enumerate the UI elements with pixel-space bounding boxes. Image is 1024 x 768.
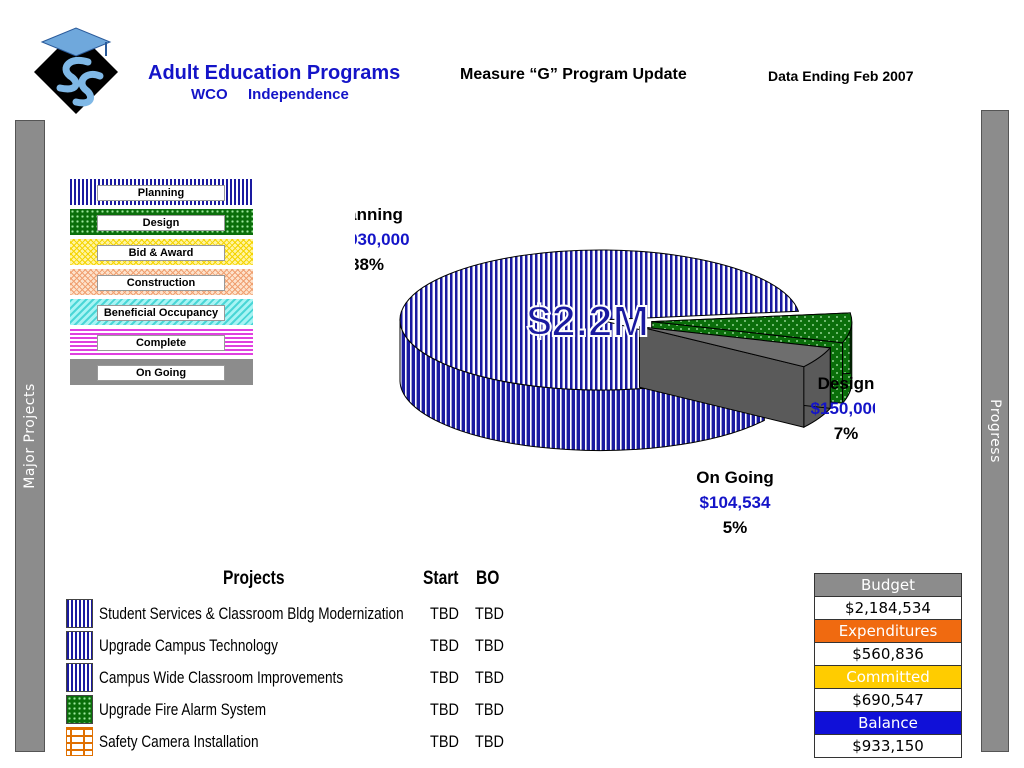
legend-item-planning: Planning	[70, 179, 253, 205]
balance-header: Balance	[815, 712, 961, 735]
table-row: Campus Wide Classroom Improvements TBD T…	[66, 660, 516, 692]
page-title: Adult Education Programs	[148, 62, 401, 84]
expenditures-header: Expenditures	[815, 620, 961, 643]
pie-slices	[399, 249, 853, 451]
table-row: Upgrade Campus Technology TBD TBD	[66, 628, 516, 660]
pie-center-total: $2.2M	[527, 297, 649, 346]
project-bo: TBD	[475, 732, 504, 751]
project-name: Student Services & Classroom Bldg Modern…	[99, 604, 404, 623]
project-name: Safety Camera Installation	[99, 732, 259, 751]
column-header-bo: BO	[476, 568, 500, 589]
project-bo: TBD	[475, 604, 504, 623]
legend-item-beneficial-occupancy: Beneficial Occupancy	[70, 299, 253, 325]
budget-value: $2,184,534	[815, 597, 961, 620]
progress-sidebar: Progress	[981, 110, 1009, 752]
project-start: TBD	[430, 732, 459, 751]
progress-label: Progress	[987, 399, 1003, 463]
committed-value: $690,547	[815, 689, 961, 712]
legend-item-construction: Construction	[70, 269, 253, 295]
legend-label: On Going	[97, 365, 225, 381]
legend-item-complete: Complete	[70, 329, 253, 355]
phase-swatch-construction	[66, 727, 93, 756]
phase-legend: Planning Design Bid & Award Construction…	[70, 179, 253, 389]
phase-swatch-planning	[66, 631, 93, 660]
budget-header: Budget	[815, 574, 961, 597]
phase-swatch-planning	[66, 663, 93, 692]
project-start: TBD	[430, 700, 459, 719]
table-row: Student Services & Classroom Bldg Modern…	[66, 596, 516, 628]
graduation-cap-es-logo-icon	[34, 27, 118, 114]
legend-label: Construction	[97, 275, 225, 291]
budget-pie-chart: $2.2M Planning $1,930,000 88% Design $15…	[355, 205, 875, 537]
slice-label-on-going-amount: $104,534	[700, 493, 771, 512]
slice-label-design-percent: 7%	[834, 424, 859, 443]
project-name: Campus Wide Classroom Improvements	[99, 668, 344, 687]
expenditures-value: $560,836	[815, 643, 961, 666]
projects-table: Projects Start BO Student Services & Cla…	[66, 566, 516, 756]
project-bo: TBD	[475, 636, 504, 655]
slice-label-planning-name: Planning	[355, 205, 403, 224]
slice-label-planning-amount: $1,930,000	[355, 230, 410, 249]
site-label: Independence	[248, 86, 349, 103]
budget-summary-table: Budget $2,184,534 Expenditures $560,836 …	[814, 573, 962, 758]
legend-label: Beneficial Occupancy	[97, 305, 225, 321]
data-ending-date: Data Ending Feb 2007	[768, 68, 914, 84]
phase-swatch-design	[66, 695, 93, 724]
balance-value: $933,150	[815, 735, 961, 757]
project-start: TBD	[430, 604, 459, 623]
project-name: Upgrade Campus Technology	[99, 636, 278, 655]
legend-label: Design	[97, 215, 225, 231]
column-header-start: Start	[423, 568, 459, 589]
legend-label: Bid & Award	[97, 245, 225, 261]
committed-header: Committed	[815, 666, 961, 689]
project-bo: TBD	[475, 700, 504, 719]
projects-table-header: Projects Start BO	[66, 566, 516, 596]
legend-item-bid-award: Bid & Award	[70, 239, 253, 265]
slice-label-planning-percent: 88%	[355, 255, 384, 274]
major-projects-sidebar: Major Projects	[15, 120, 45, 752]
project-start: TBD	[430, 636, 459, 655]
slice-label-on-going-percent: 5%	[723, 518, 748, 537]
phase-swatch-planning	[66, 599, 93, 628]
slice-label-design-amount: $150,000	[811, 399, 875, 418]
legend-label: Planning	[97, 185, 225, 201]
pie-slice-on-going	[639, 326, 832, 428]
slice-label-on-going-name: On Going	[696, 468, 773, 487]
table-row: Safety Camera Installation TBD TBD	[66, 724, 516, 756]
project-name: Upgrade Fire Alarm System	[99, 700, 267, 719]
page-subtitle: Measure “G” Program Update	[460, 66, 687, 83]
legend-label: Complete	[97, 335, 225, 351]
column-header-projects: Projects	[223, 568, 285, 589]
slice-label-design-name: Design	[818, 374, 875, 393]
campus-label: WCO	[191, 86, 228, 103]
legend-item-on-going: On Going	[70, 359, 253, 385]
table-row: Upgrade Fire Alarm System TBD TBD	[66, 692, 516, 724]
project-start: TBD	[430, 668, 459, 687]
major-projects-label: Major Projects	[22, 383, 38, 489]
project-bo: TBD	[475, 668, 504, 687]
legend-item-design: Design	[70, 209, 253, 235]
